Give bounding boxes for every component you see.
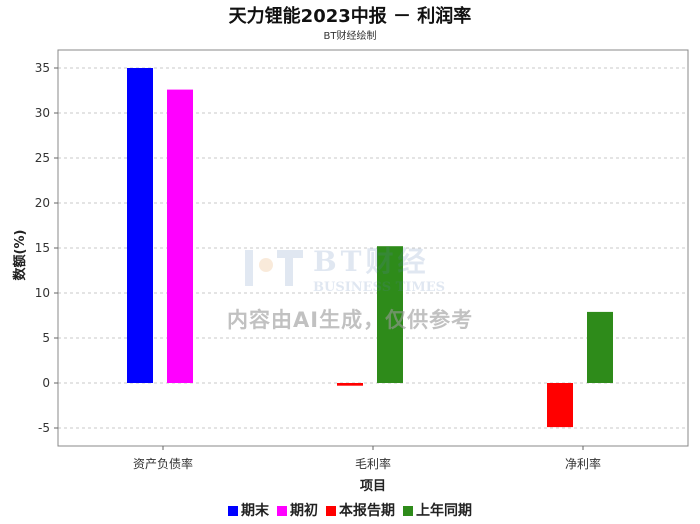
bar-上年同期-毛利率 bbox=[377, 246, 403, 383]
x-tick-label: 资产负债率 bbox=[133, 456, 193, 471]
legend-swatch bbox=[228, 506, 238, 516]
bar-本报告期-毛利率 bbox=[337, 383, 363, 386]
y-tick-label: 20 bbox=[35, 196, 50, 210]
legend: 期末 期初 本报告期 上年同期 bbox=[0, 500, 700, 520]
x-tick-label: 净利率 bbox=[565, 456, 601, 471]
y-tick-label: 25 bbox=[35, 151, 50, 165]
chart-subtitle: BT财经绘制 bbox=[323, 31, 377, 42]
y-axis-title: 数额(%) bbox=[12, 230, 28, 281]
bar-期末-资产负债率 bbox=[127, 68, 153, 383]
legend-item: 本报告期 bbox=[326, 500, 395, 520]
y-tick-label: -5 bbox=[38, 421, 50, 435]
legend-label: 期末 bbox=[241, 503, 269, 519]
bars-layer bbox=[127, 68, 613, 428]
y-tick-label: 0 bbox=[42, 376, 50, 390]
x-axis-title: 项目 bbox=[360, 479, 386, 494]
legend-item: 期末 bbox=[228, 500, 269, 520]
bar-期初-资产负债率 bbox=[167, 89, 193, 383]
legend-label: 期初 bbox=[290, 503, 318, 519]
legend-swatch bbox=[326, 506, 336, 516]
legend-swatch bbox=[403, 506, 413, 516]
y-tick-label: 5 bbox=[42, 331, 50, 345]
y-tick-label: 30 bbox=[35, 106, 50, 120]
legend-label: 本报告期 bbox=[339, 503, 395, 519]
legend-item: 期初 bbox=[277, 500, 318, 520]
x-tick-label: 毛利率 bbox=[355, 456, 391, 471]
legend-swatch bbox=[277, 506, 287, 516]
bar-上年同期-净利率 bbox=[587, 311, 613, 383]
y-tick-label: 35 bbox=[35, 61, 50, 75]
y-tick-label: 15 bbox=[35, 241, 50, 255]
chart-title: 天力锂能2023中报 － 利润率 bbox=[228, 6, 472, 27]
y-tick-label: 10 bbox=[35, 286, 50, 300]
legend-item: 上年同期 bbox=[403, 500, 472, 520]
legend-label: 上年同期 bbox=[416, 503, 472, 519]
grid-layer bbox=[58, 67, 688, 429]
axis-layer: -5 0 5 10 15 20 25 30 35 资产负债率 毛利率 净利率 bbox=[35, 49, 689, 471]
bar-本报告期-净利率 bbox=[547, 383, 573, 428]
